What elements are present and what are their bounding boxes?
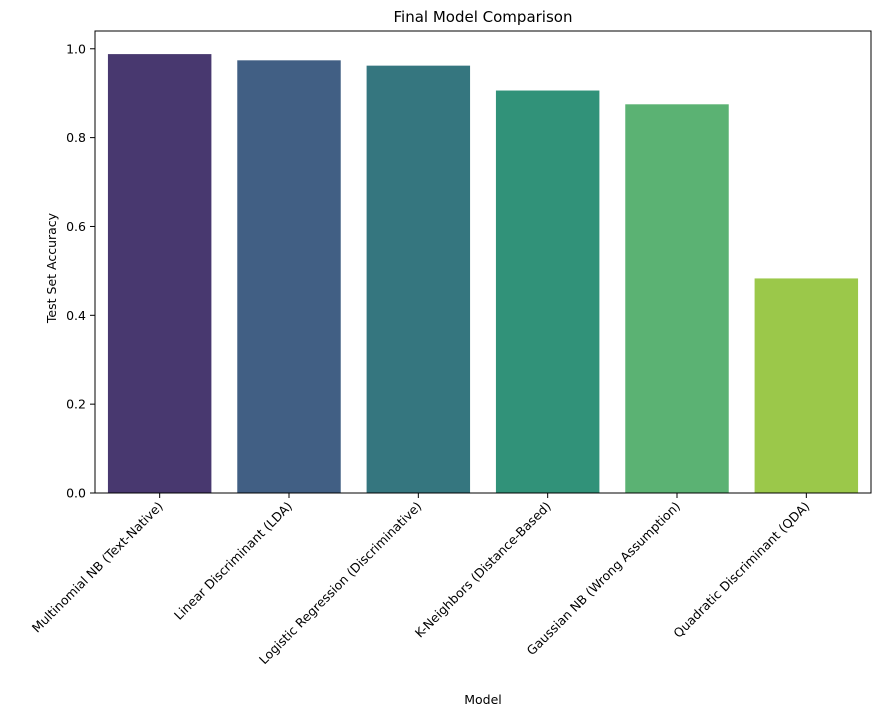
x-tick-label: Quadratic Discriminant (QDA) — [670, 499, 812, 641]
x-tick-label: Linear Discriminant (LDA) — [171, 499, 295, 623]
bar-1 — [107, 54, 212, 493]
y-tick-label: 0.6 — [66, 219, 86, 234]
bar-2 — [237, 60, 341, 494]
y-tick-label: 0.2 — [66, 397, 86, 412]
x-axis: Multinomial NB (Text-Native) Linear Discr… — [29, 493, 812, 668]
bar-3 — [366, 65, 471, 494]
bar-6 — [754, 278, 859, 493]
x-tick-label: K-Neighbors (Distance-Based) — [412, 499, 554, 641]
y-tick-label: 0.0 — [66, 486, 86, 501]
x-axis-label: Model — [464, 692, 502, 707]
x-tick-label: Logistic Regression (Discriminative) — [256, 499, 425, 668]
x-tick-label: Multinomial NB (Text-Native) — [29, 499, 166, 636]
bars-group — [107, 54, 859, 494]
y-tick-label: 0.4 — [66, 308, 86, 323]
y-axis: 0.0 0.2 0.4 0.6 0.8 1.0 — [66, 41, 95, 501]
bar-4 — [495, 90, 600, 494]
chart-title: Final Model Comparison — [394, 8, 573, 26]
y-tick-label: 0.8 — [66, 130, 86, 145]
y-tick-label: 1.0 — [66, 41, 86, 56]
plot-frame — [94, 30, 872, 494]
x-tick-label: Gaussian NB (Wrong Assumption) — [524, 499, 684, 659]
y-axis-label: Test Set Accuracy — [44, 212, 59, 324]
bar-5 — [625, 104, 729, 493]
